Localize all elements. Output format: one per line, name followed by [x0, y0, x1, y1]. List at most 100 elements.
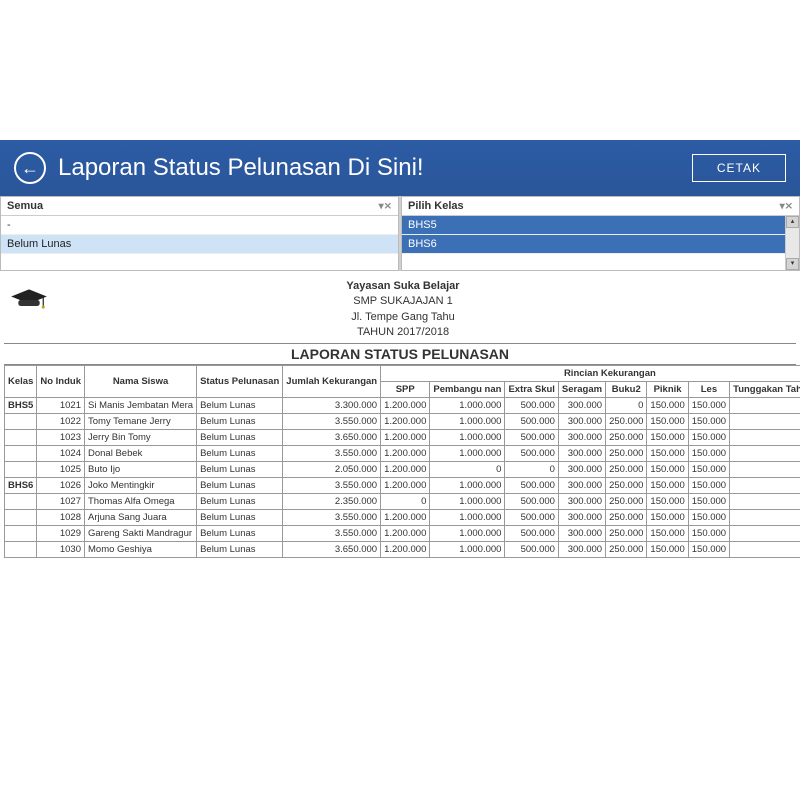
- cell-buku: 250.000: [606, 477, 647, 493]
- cell-kelas: [5, 445, 37, 461]
- col-piknik: Piknik: [647, 381, 688, 397]
- filter-status-box: Semua ▾⨯ - Belum Lunas: [0, 196, 399, 271]
- school-year: TAHUN 2017/2018: [48, 325, 758, 340]
- cell-pemb: 1.000.000: [430, 477, 505, 493]
- cell-nama: Joko Mentingkir: [85, 477, 197, 493]
- cell-les: 150.000: [688, 509, 729, 525]
- cell-tung: 100.000: [730, 429, 800, 445]
- report-body: Yayasan Suka Belajar SMP SUKAJAJAN 1 Jl.…: [0, 271, 800, 562]
- cell-buku: 250.000: [606, 445, 647, 461]
- cell-les: 150.000: [688, 477, 729, 493]
- cell-nama: Donal Bebek: [85, 445, 197, 461]
- filter-clear-icon[interactable]: ▾⨯: [379, 201, 392, 212]
- cell-pemb: 1.000.000: [430, 525, 505, 541]
- cell-tung: 0: [730, 509, 800, 525]
- cell-status: Belum Lunas: [197, 461, 283, 477]
- school-info: Yayasan Suka Belajar SMP SUKAJAJAN 1 Jl.…: [48, 279, 758, 341]
- report-table: Kelas No Induk Nama Siswa Status Pelunas…: [4, 365, 800, 558]
- cell-les: 150.000: [688, 525, 729, 541]
- cell-status: Belum Lunas: [197, 493, 283, 509]
- cell-nama: Thomas Alfa Omega: [85, 493, 197, 509]
- cell-seragam: 300.000: [558, 413, 605, 429]
- filter-kelas-item[interactable]: BHS5: [402, 216, 785, 235]
- cell-piknik: 150.000: [647, 397, 688, 413]
- back-button[interactable]: ←: [14, 152, 46, 184]
- cell-piknik: 150.000: [647, 509, 688, 525]
- cell-extra: 500.000: [505, 509, 558, 525]
- header-bar: ← Laporan Status Pelunasan Di Sini! CETA…: [0, 140, 800, 196]
- scrollbar[interactable]: ▴ ▾: [785, 216, 799, 270]
- cell-seragam: 300.000: [558, 509, 605, 525]
- table-row: 1029Gareng Sakti MandragurBelum Lunas3.5…: [5, 525, 800, 541]
- cell-jumlah: 3.550.000: [283, 525, 381, 541]
- cell-spp: 1.200.000: [381, 397, 430, 413]
- col-nama: Nama Siswa: [85, 365, 197, 397]
- scroll-up-icon[interactable]: ▴: [786, 216, 799, 228]
- col-jumlah: Jumlah Kekurangan: [283, 365, 381, 397]
- cell-no: 1027: [37, 493, 85, 509]
- col-tunggakan: Tunggakan Tahun Lalu: [730, 381, 800, 397]
- filter-status-item[interactable]: Belum Lunas: [1, 235, 398, 254]
- filter-row: Semua ▾⨯ - Belum Lunas Pilih Kelas ▾⨯ BH…: [0, 196, 800, 271]
- cell-spp: 1.200.000: [381, 413, 430, 429]
- cell-extra: 500.000: [505, 429, 558, 445]
- cell-seragam: 300.000: [558, 525, 605, 541]
- cell-les: 150.000: [688, 445, 729, 461]
- cell-jumlah: 2.050.000: [283, 461, 381, 477]
- print-button[interactable]: CETAK: [692, 154, 786, 182]
- cell-jumlah: 3.650.000: [283, 429, 381, 445]
- cell-jumlah: 3.300.000: [283, 397, 381, 413]
- col-kelas: Kelas: [5, 365, 37, 397]
- col-group-rincian: Rincian Kekurangan: [381, 365, 800, 381]
- cell-kelas: BHS6: [5, 477, 37, 493]
- cell-no: 1028: [37, 509, 85, 525]
- col-no-induk: No Induk: [37, 365, 85, 397]
- table-row: 1024Donal BebekBelum Lunas3.550.0001.200…: [5, 445, 800, 461]
- filter-status-item[interactable]: -: [1, 216, 398, 235]
- col-extra: Extra Skul: [505, 381, 558, 397]
- cell-kelas: [5, 493, 37, 509]
- cell-buku: 250.000: [606, 429, 647, 445]
- filter-kelas-item[interactable]: BHS6: [402, 235, 785, 254]
- cell-les: 150.000: [688, 461, 729, 477]
- cell-tung: 0: [730, 525, 800, 541]
- cell-status: Belum Lunas: [197, 477, 283, 493]
- cell-extra: 500.000: [505, 525, 558, 541]
- cell-no: 1024: [37, 445, 85, 461]
- cell-kelas: [5, 461, 37, 477]
- filter-clear-icon[interactable]: ▾⨯: [780, 201, 793, 212]
- cell-les: 150.000: [688, 413, 729, 429]
- cell-extra: 500.000: [505, 493, 558, 509]
- cell-nama: Buto Ijo: [85, 461, 197, 477]
- cell-status: Belum Lunas: [197, 413, 283, 429]
- cell-status: Belum Lunas: [197, 397, 283, 413]
- cell-extra: 500.000: [505, 541, 558, 557]
- cell-status: Belum Lunas: [197, 541, 283, 557]
- school-address: Jl. Tempe Gang Tahu: [48, 310, 758, 325]
- cell-extra: 0: [505, 461, 558, 477]
- cell-status: Belum Lunas: [197, 525, 283, 541]
- graduation-cap-icon: [10, 285, 48, 315]
- arrow-left-icon: ←: [21, 158, 39, 179]
- cell-jumlah: 3.550.000: [283, 509, 381, 525]
- cell-extra: 500.000: [505, 445, 558, 461]
- cell-spp: 1.200.000: [381, 477, 430, 493]
- school-foundation: Yayasan Suka Belajar: [48, 279, 758, 294]
- cell-piknik: 150.000: [647, 493, 688, 509]
- cell-nama: Tomy Temane Jerry: [85, 413, 197, 429]
- filter-kelas-title: Pilih Kelas: [408, 200, 464, 212]
- cell-pemb: 0: [430, 461, 505, 477]
- cell-tung: 0: [730, 445, 800, 461]
- cell-jumlah: 3.650.000: [283, 541, 381, 557]
- cell-kelas: BHS5: [5, 397, 37, 413]
- scroll-down-icon[interactable]: ▾: [786, 258, 799, 270]
- filter-kelas-list: BHS5 BHS6: [402, 216, 785, 270]
- cell-les: 150.000: [688, 397, 729, 413]
- cell-status: Belum Lunas: [197, 445, 283, 461]
- top-whitespace: [0, 0, 800, 140]
- cell-extra: 500.000: [505, 477, 558, 493]
- cell-nama: Momo Geshiya: [85, 541, 197, 557]
- cell-piknik: 150.000: [647, 461, 688, 477]
- cell-buku: 250.000: [606, 541, 647, 557]
- cell-kelas: [5, 541, 37, 557]
